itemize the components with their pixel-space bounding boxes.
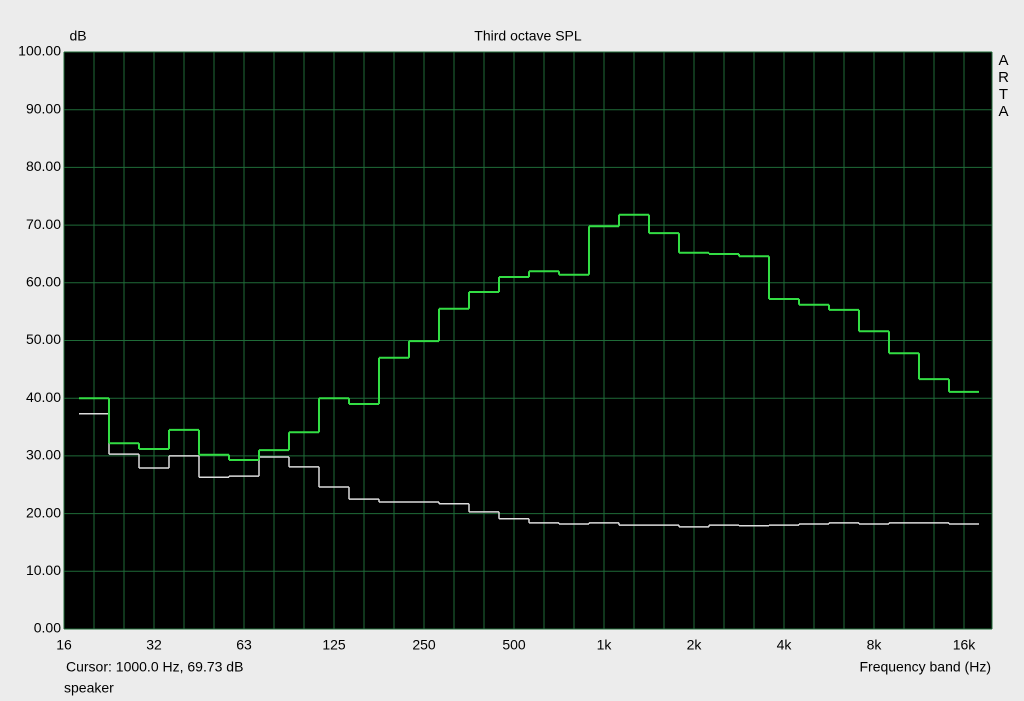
y-tick-label: 30.00: [26, 447, 61, 463]
y-tick-label: 90.00: [26, 100, 61, 116]
y-tick-label: 10.00: [26, 562, 61, 578]
x-tick-label: 4k: [777, 637, 793, 653]
y-axis-label: dB: [69, 28, 86, 44]
y-tick-label: 0.00: [34, 620, 61, 636]
x-tick-label: 250: [412, 637, 436, 653]
x-tick-label: 16: [56, 637, 72, 653]
y-tick-label: 20.00: [26, 504, 61, 520]
legend-entry: speaker: [64, 680, 114, 696]
watermark: ARTA: [995, 52, 1012, 120]
x-tick-label: 8k: [867, 637, 883, 653]
x-tick-label: 1k: [597, 637, 613, 653]
x-tick-label: 500: [502, 637, 526, 653]
y-tick-label: 60.00: [26, 274, 61, 290]
x-tick-label: 63: [236, 637, 252, 653]
y-tick-label: 80.00: [26, 158, 61, 174]
x-tick-label: 32: [146, 637, 162, 653]
y-tick-label: 50.00: [26, 331, 61, 347]
x-tick-label: 2k: [687, 637, 703, 653]
x-tick-label: 125: [322, 637, 346, 653]
y-tick-label: 70.00: [26, 216, 61, 232]
x-axis-label: Frequency band (Hz): [859, 659, 991, 675]
x-tick-label: 16k: [953, 637, 977, 653]
y-tick-label: 40.00: [26, 389, 61, 405]
y-tick-label: 100.00: [18, 43, 61, 59]
chart-title: Third octave SPL: [474, 28, 582, 44]
cursor-readout: Cursor: 1000.0 Hz, 69.73 dB: [66, 659, 243, 675]
